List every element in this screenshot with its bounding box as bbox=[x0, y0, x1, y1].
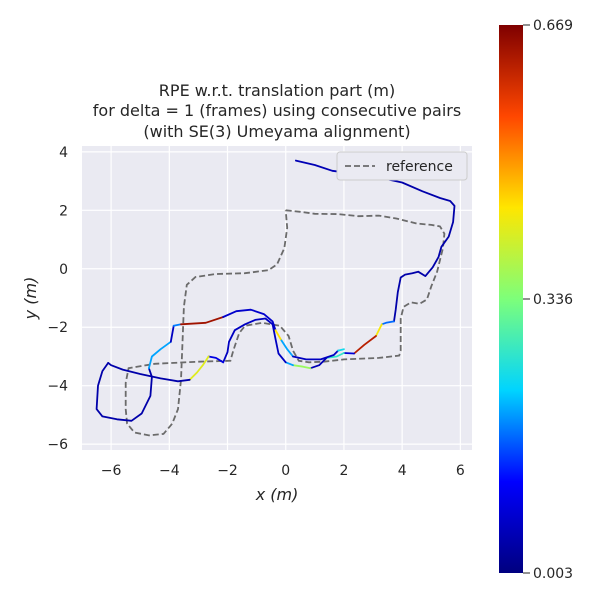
y-tick-label: −6 bbox=[47, 437, 68, 453]
trajectory-segment bbox=[284, 361, 294, 367]
trajectory-segment bbox=[342, 352, 356, 355]
y-tick-label: −4 bbox=[47, 379, 68, 395]
x-tick-label: −4 bbox=[159, 463, 180, 479]
y-axis-label: y (m) bbox=[21, 277, 40, 321]
y-tick-label: 4 bbox=[59, 145, 68, 161]
trajectory-segment bbox=[274, 329, 283, 342]
y-tick-labels: −6 −4 −2 0 2 4 bbox=[47, 145, 68, 453]
x-axis-label: x (m) bbox=[255, 485, 299, 504]
trajectory-segment bbox=[207, 355, 225, 364]
colorbar bbox=[499, 25, 523, 573]
trajectory-segment bbox=[188, 355, 210, 381]
estimated-trajectory bbox=[95, 159, 456, 422]
trajectory-segment bbox=[280, 339, 294, 358]
trajectory-segment bbox=[95, 361, 153, 422]
trajectory-segment bbox=[169, 324, 175, 343]
trajectory-segment bbox=[292, 364, 312, 370]
x-tick-label: 2 bbox=[339, 463, 348, 479]
colorbar-ticks: 0.003 0.336 0.669 bbox=[523, 18, 573, 582]
chart-title-line-3: (with SE(3) Umeyama alignment) bbox=[143, 122, 410, 141]
x-tick-label: 0 bbox=[281, 463, 290, 479]
x-tick-label: −2 bbox=[217, 463, 238, 479]
y-tick-label: 0 bbox=[59, 262, 68, 278]
x-tick-label: 4 bbox=[398, 463, 407, 479]
chart-title-line-2: for delta = 1 (frames) using consecutive… bbox=[93, 101, 461, 120]
chart-title-line-1: RPE w.r.t. translation part (m) bbox=[159, 81, 395, 100]
trajectory-segment bbox=[337, 348, 345, 352]
trajectory-segment bbox=[172, 323, 182, 327]
trajectory-segment bbox=[380, 320, 395, 326]
legend-reference-label: reference bbox=[386, 159, 453, 175]
trajectory-segment bbox=[353, 335, 377, 355]
trajectory-segment bbox=[180, 316, 225, 326]
colorbar-tick-label: 0.669 bbox=[533, 18, 573, 34]
colorbar-tick-label: 0.336 bbox=[533, 292, 573, 308]
trajectory-segment bbox=[383, 177, 456, 323]
trajectory-segment bbox=[375, 323, 383, 337]
trajectory-segment bbox=[325, 352, 345, 359]
reference-trajectory-line bbox=[124, 209, 446, 437]
y-tick-label: −2 bbox=[47, 320, 68, 336]
legend-box bbox=[336, 151, 468, 181]
y-tick-label: 2 bbox=[59, 203, 68, 219]
colorbar-tick-label: 0.003 bbox=[533, 566, 573, 582]
plot-area bbox=[82, 146, 472, 450]
x-tick-label: 6 bbox=[456, 463, 465, 479]
trajectory-segment bbox=[222, 317, 287, 364]
x-tick-labels: −6 −4 −2 0 2 4 6 bbox=[101, 463, 465, 479]
x-tick-label: −6 bbox=[101, 463, 122, 479]
trajectory-segment bbox=[292, 349, 340, 361]
trajectory-segment bbox=[107, 361, 191, 383]
trajectory-segment bbox=[147, 340, 172, 370]
trajectory-segment bbox=[222, 308, 277, 332]
legend: reference bbox=[336, 151, 468, 181]
trajectory-segment bbox=[309, 356, 328, 370]
